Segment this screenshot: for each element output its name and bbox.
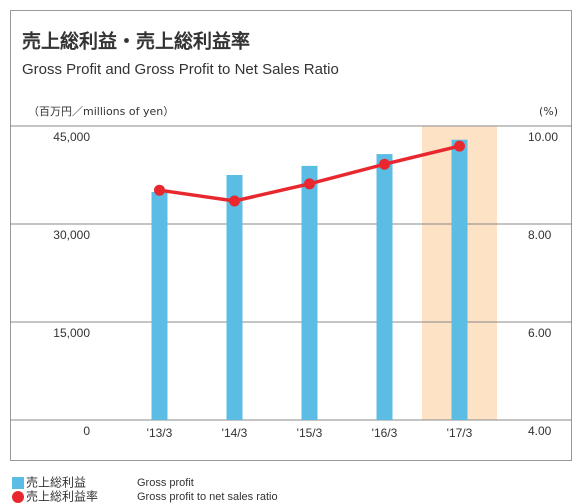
line-point [304,178,315,190]
x-tick-label: '17/3 [447,426,473,440]
y-tick-label: 30,000 [53,228,90,242]
y-axis-label: （百万円／millions of yen） [28,105,174,118]
frame [10,10,572,461]
legend-label: 売上総利益 [26,475,86,490]
y-tick-label: 15,000 [53,326,90,340]
chart-subtitle: Gross Profit and Gross Profit to Net Sal… [22,61,339,78]
y-tick-label: 0 [83,424,90,438]
legend-swatch [12,491,24,503]
bar [151,191,168,420]
bar [226,175,243,420]
line-point [379,158,390,170]
y-tick-label: 45,000 [53,130,90,144]
y2-tick-label: 8.00 [528,228,552,242]
legend-label-en: Gross profit to net sales ratio [137,491,278,503]
bar [451,139,468,420]
x-tick-label: '15/3 [297,426,323,440]
legend-label-en: Gross profit [137,477,194,489]
line-point [154,184,165,196]
y2-tick-label: 4.00 [528,424,552,438]
x-tick-label: '14/3 [222,426,248,440]
chart-title: 売上総利益・売上総利益率 [22,30,250,53]
y2-tick-label: 6.00 [528,326,552,340]
line-point [229,195,240,207]
bar [376,154,393,421]
x-tick-label: '16/3 [372,426,398,440]
bar [301,165,318,420]
y2-tick-label: 10.00 [528,130,558,144]
x-tick-label: '13/3 [147,426,173,440]
legend-swatch [12,477,24,489]
legend-label: 売上総利益率 [26,489,98,504]
line-point [454,140,465,152]
y2-axis-label: (%) [539,105,558,118]
